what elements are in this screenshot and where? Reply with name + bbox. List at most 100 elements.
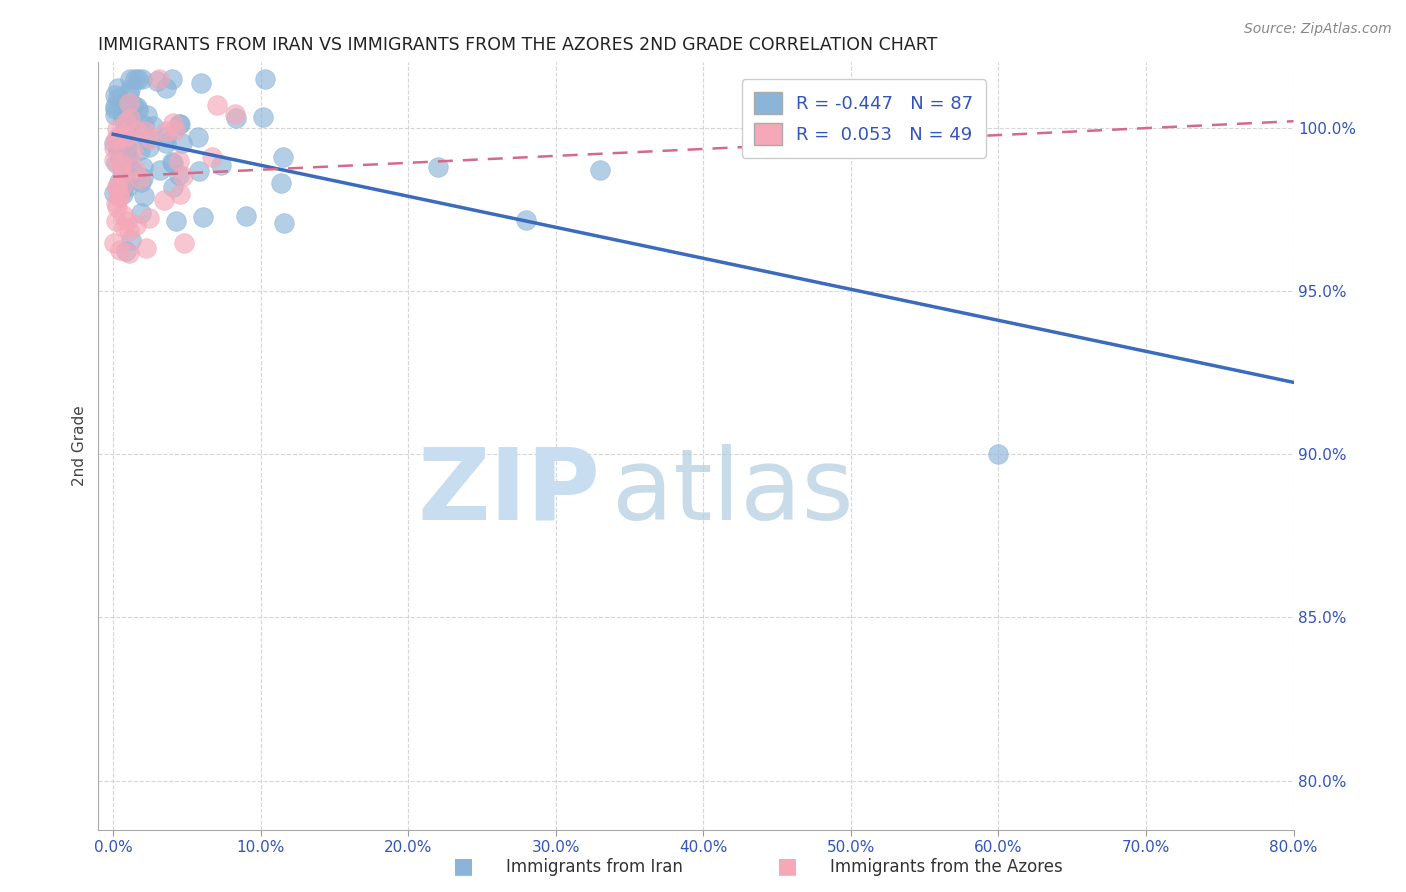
Point (103, 186, 125, 201)
Point (225, 111, 247, 125)
Point (129, 175, 152, 189)
Point (103, 141, 125, 155)
Point (103, 235, 125, 250)
Point (515, 213, 537, 227)
Point (105, 180, 128, 194)
Point (155, 129, 177, 144)
Point (105, 200, 128, 214)
Point (127, 71, 149, 86)
Point (162, 156, 184, 170)
Text: IMMIGRANTS FROM IRAN VS IMMIGRANTS FROM THE AZORES 2ND GRADE CORRELATION CHART: IMMIGRANTS FROM IRAN VS IMMIGRANTS FROM … (98, 36, 938, 54)
Point (253, 71, 276, 86)
Point (122, 97, 145, 112)
Text: ZIP: ZIP (418, 443, 600, 541)
Legend: R = -0.447   N = 87, R =  0.053   N = 49: R = -0.447 N = 87, R = 0.053 N = 49 (742, 79, 986, 158)
Point (987, 447, 1010, 461)
Point (112, 181, 135, 195)
Point (121, 164, 143, 178)
Point (167, 168, 190, 182)
Point (115, 180, 138, 194)
Point (104, 99, 127, 113)
Point (111, 187, 134, 202)
Point (146, 74, 169, 88)
Point (112, 161, 135, 175)
Point (134, 124, 156, 138)
Point (118, 246, 141, 260)
Point (169, 117, 191, 131)
Point (132, 160, 155, 174)
Point (165, 213, 187, 227)
Point (108, 244, 131, 258)
Point (129, 172, 152, 186)
Point (118, 170, 141, 185)
Point (107, 81, 129, 95)
Point (108, 189, 131, 203)
Point (105, 195, 128, 210)
Text: Source: ZipAtlas.com: Source: ZipAtlas.com (1244, 22, 1392, 37)
Point (132, 170, 155, 185)
Point (190, 76, 212, 90)
Point (205, 97, 228, 112)
Point (115, 141, 138, 155)
Point (117, 119, 139, 133)
Point (169, 117, 191, 131)
Point (187, 129, 209, 144)
Point (235, 209, 257, 223)
Text: atlas: atlas (613, 443, 853, 541)
Point (132, 118, 155, 132)
Point (128, 143, 150, 157)
Point (112, 109, 135, 123)
Point (114, 137, 136, 152)
Point (108, 189, 131, 203)
Point (105, 132, 128, 146)
Point (153, 194, 176, 208)
Point (110, 154, 132, 169)
Point (135, 132, 157, 146)
Point (105, 121, 128, 136)
Point (118, 111, 141, 125)
Point (115, 130, 138, 145)
Point (142, 120, 165, 134)
Point (117, 87, 139, 101)
Point (103, 136, 125, 151)
Point (120, 233, 142, 247)
Point (115, 214, 138, 228)
Point (135, 107, 157, 121)
Point (108, 176, 131, 190)
Point (114, 120, 136, 135)
Point (115, 109, 138, 123)
Point (148, 71, 170, 86)
Point (110, 151, 132, 165)
Point (589, 162, 612, 177)
Point (127, 103, 149, 117)
Text: ■: ■ (778, 856, 797, 876)
Point (191, 210, 214, 224)
Y-axis label: 2nd Grade: 2nd Grade (72, 406, 87, 486)
Point (273, 216, 295, 230)
Point (201, 150, 224, 164)
Point (138, 139, 160, 153)
Point (118, 71, 141, 86)
Point (117, 103, 139, 118)
Point (104, 108, 127, 122)
Point (125, 218, 148, 232)
Point (104, 88, 127, 103)
Point (169, 187, 191, 202)
Point (125, 124, 148, 138)
Point (271, 150, 294, 164)
Point (139, 131, 162, 145)
Point (132, 188, 155, 202)
Point (155, 136, 177, 150)
Text: Immigrants from Iran: Immigrants from Iran (506, 858, 683, 876)
Point (108, 128, 131, 143)
Point (104, 213, 127, 227)
Point (112, 219, 135, 234)
Point (155, 80, 177, 95)
Point (107, 91, 129, 105)
Point (110, 151, 132, 165)
Point (165, 123, 187, 137)
Point (270, 176, 292, 190)
Point (162, 71, 184, 86)
Point (110, 159, 132, 173)
Point (131, 71, 153, 86)
